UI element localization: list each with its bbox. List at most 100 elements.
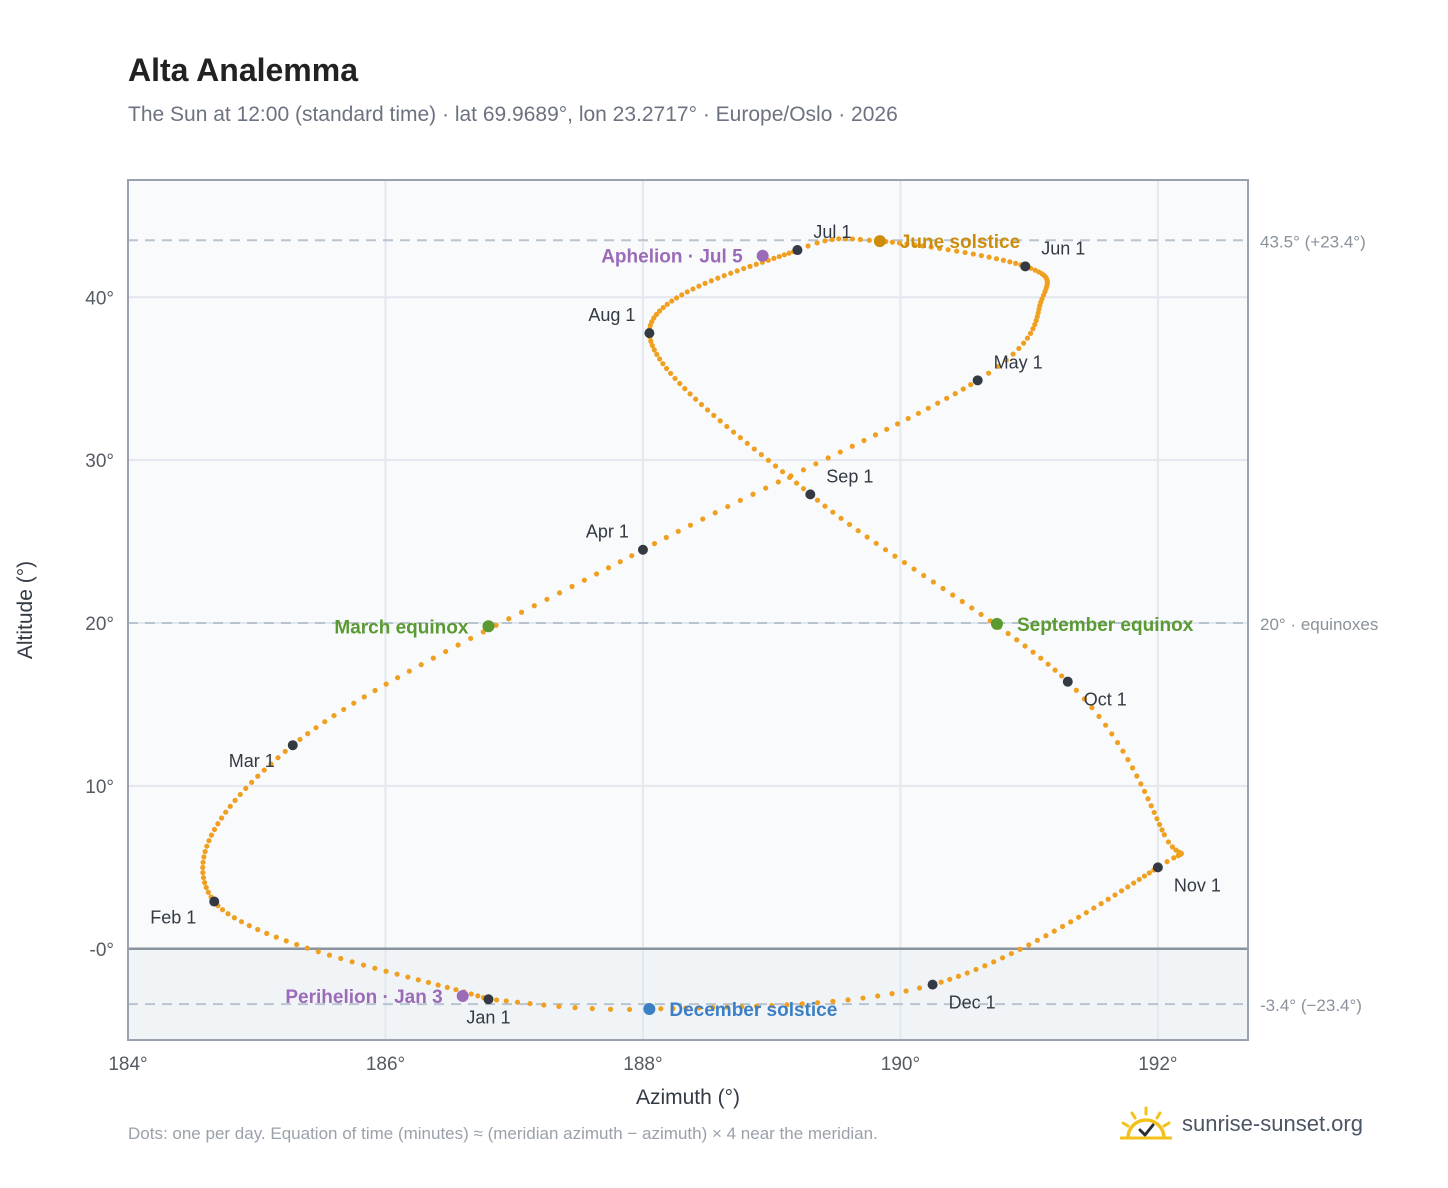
daily-sun-dot bbox=[219, 815, 225, 821]
month-marker bbox=[927, 979, 938, 990]
daily-sun-dot bbox=[721, 273, 727, 279]
daily-sun-dot bbox=[1169, 844, 1175, 850]
daily-sun-dot bbox=[904, 241, 910, 247]
daily-sun-dot bbox=[518, 609, 525, 615]
daily-sun-dot bbox=[1008, 950, 1014, 957]
daily-sun-dot bbox=[960, 386, 966, 392]
daily-sun-dot bbox=[935, 400, 941, 406]
x-axis-title: Azimuth (°) bbox=[636, 1086, 740, 1109]
daily-sun-dot bbox=[1038, 655, 1044, 661]
daily-sun-dot bbox=[825, 455, 831, 461]
daily-sun-dot bbox=[349, 959, 355, 965]
daily-sun-dot bbox=[696, 283, 702, 289]
daily-sun-dot bbox=[360, 962, 367, 968]
daily-sun-dot bbox=[255, 773, 261, 779]
month-marker bbox=[1062, 676, 1073, 687]
event-label: June solstice bbox=[900, 232, 1020, 253]
y-tick-label: 20° bbox=[85, 614, 114, 635]
daily-sun-dot bbox=[1089, 705, 1095, 711]
daily-sun-dot bbox=[527, 1000, 533, 1007]
daily-sun-dot bbox=[724, 1004, 730, 1010]
daily-sun-dot bbox=[305, 731, 311, 737]
daily-sun-dot bbox=[896, 240, 903, 246]
daily-sun-dot bbox=[928, 244, 934, 250]
month-label: Apr 1 bbox=[586, 522, 629, 542]
daily-sun-dot bbox=[829, 236, 835, 243]
daily-sun-dot bbox=[1010, 351, 1016, 357]
daily-sun-dot bbox=[677, 380, 683, 387]
daily-sun-dot bbox=[283, 938, 289, 944]
month-label: Sep 1 bbox=[826, 466, 873, 486]
daily-sun-dot bbox=[744, 440, 750, 446]
daily-sun-dot bbox=[1005, 630, 1011, 637]
daily-sun-dot bbox=[1105, 896, 1111, 902]
month-label: Aug 1 bbox=[588, 305, 635, 325]
daily-sun-dot bbox=[238, 919, 245, 925]
daily-sun-dot bbox=[800, 486, 807, 492]
month-label: Mar 1 bbox=[229, 751, 275, 771]
daily-sun-dot bbox=[1125, 757, 1131, 763]
daily-sun-dot bbox=[1007, 259, 1013, 265]
daily-sun-dot bbox=[737, 497, 743, 504]
daily-sun-dot bbox=[968, 382, 974, 388]
daily-sun-dot bbox=[455, 642, 461, 648]
brand-link[interactable]: sunrise-sunset.org bbox=[1120, 1102, 1363, 1146]
sunrise-logo-icon bbox=[1120, 1106, 1172, 1140]
daily-sun-dot bbox=[215, 821, 221, 827]
daily-sun-dot bbox=[1165, 839, 1172, 845]
daily-sun-dot bbox=[668, 370, 674, 377]
daily-sun-dot bbox=[1109, 731, 1115, 737]
y-tick-label: 10° bbox=[85, 777, 114, 798]
daily-sun-dot bbox=[1118, 888, 1125, 894]
daily-sun-dot bbox=[696, 1005, 702, 1011]
daily-sun-dot bbox=[725, 503, 731, 510]
daily-sun-dot bbox=[1030, 326, 1036, 332]
daily-sun-dot bbox=[315, 949, 321, 955]
daily-sun-dot bbox=[531, 603, 537, 609]
daily-sun-dot bbox=[200, 870, 206, 876]
daily-sun-dot bbox=[664, 301, 670, 307]
daily-sun-dot bbox=[1016, 345, 1022, 352]
daily-sun-dot bbox=[415, 977, 421, 983]
daily-sun-dot bbox=[326, 952, 333, 958]
daily-sun-dot bbox=[1161, 832, 1167, 838]
daily-sun-dot bbox=[986, 254, 992, 260]
month-label: Jun 1 bbox=[1041, 238, 1085, 258]
daily-sun-dot bbox=[786, 250, 792, 256]
daily-sun-dot bbox=[763, 485, 769, 491]
daily-sun-dot bbox=[1136, 876, 1142, 883]
daily-sun-dot bbox=[889, 239, 895, 245]
daily-sun-dot bbox=[940, 585, 946, 592]
footnote: Dots: one per day. Equation of time (min… bbox=[128, 1124, 878, 1143]
daily-sun-dot bbox=[930, 579, 936, 585]
daily-sun-dot bbox=[903, 988, 909, 994]
daily-sun-dot bbox=[605, 565, 612, 571]
daily-sun-dot bbox=[704, 407, 711, 413]
chart-subtitle: The Sun at 12:00 (standard time) · lat 6… bbox=[128, 103, 898, 126]
daily-sun-dot bbox=[202, 849, 208, 855]
reference-line-label: 20° · equinoxes bbox=[1260, 615, 1378, 634]
month-marker bbox=[792, 245, 803, 256]
event-marker bbox=[873, 235, 886, 248]
daily-sun-dot bbox=[921, 572, 927, 579]
month-marker bbox=[805, 489, 816, 500]
daily-sun-dot bbox=[838, 515, 844, 521]
daily-sun-dot bbox=[737, 435, 743, 441]
daily-sun-dot bbox=[435, 982, 441, 988]
daily-sun-dot bbox=[849, 443, 855, 449]
daily-sun-dot bbox=[952, 391, 958, 397]
daily-sun-dot bbox=[255, 926, 261, 933]
brand-name: sunrise-sunset.org bbox=[1182, 1111, 1363, 1136]
daily-sun-dot bbox=[937, 245, 943, 251]
daily-sun-dot bbox=[589, 1005, 595, 1012]
daily-sun-dot bbox=[541, 1002, 547, 1008]
daily-sun-dot bbox=[1120, 748, 1126, 754]
daily-sun-dot bbox=[772, 463, 779, 469]
daily-sun-dot bbox=[273, 934, 279, 940]
daily-sun-dot bbox=[861, 437, 867, 444]
daily-sun-dot bbox=[1175, 853, 1181, 859]
daily-sun-dot bbox=[822, 503, 828, 509]
daily-sun-dot bbox=[702, 280, 708, 286]
daily-sun-dot bbox=[683, 1005, 689, 1011]
daily-sun-dot bbox=[970, 251, 976, 257]
